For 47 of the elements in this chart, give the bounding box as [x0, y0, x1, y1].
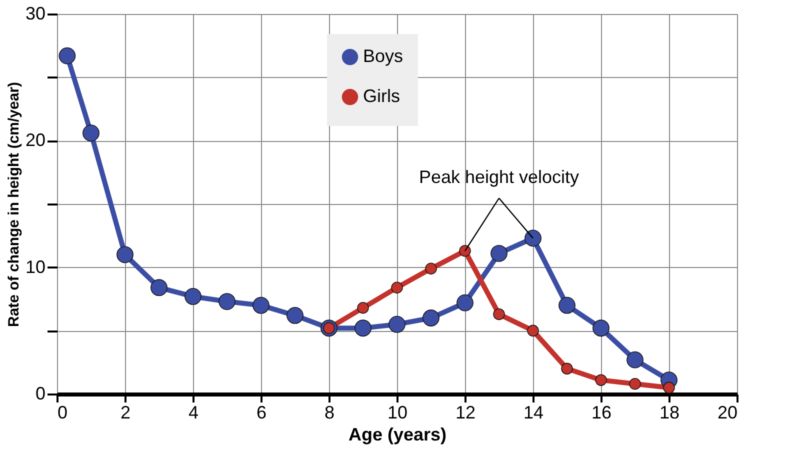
- point: [150, 279, 168, 296]
- point: [286, 307, 304, 324]
- point: [490, 244, 508, 262]
- point: [595, 374, 607, 386]
- legend-label: Boys: [363, 46, 404, 66]
- x-axis-title: Age (years): [348, 424, 447, 444]
- point: [493, 308, 505, 320]
- y-tick-label: 20: [25, 130, 46, 150]
- point: [524, 230, 542, 247]
- x-tick-label: 20: [717, 402, 738, 422]
- point: [558, 296, 576, 314]
- point: [252, 296, 270, 314]
- point: [663, 382, 675, 394]
- point: [629, 378, 641, 390]
- x-tick-label: 10: [387, 402, 408, 422]
- point: [218, 293, 236, 310]
- point: [391, 282, 403, 294]
- x-tick-label: 8: [324, 402, 335, 422]
- point: [561, 362, 573, 375]
- y-axis-title: Rate of change in height (cm/year): [5, 82, 22, 328]
- point: [82, 124, 100, 142]
- y-tick-label: 0: [35, 384, 46, 404]
- point: [459, 245, 471, 257]
- point: [357, 302, 369, 314]
- point: [527, 324, 539, 337]
- annotation: Peak height velocity: [418, 167, 580, 188]
- x-tick-label: 16: [591, 402, 612, 422]
- x-tick-label: 12: [455, 402, 476, 422]
- point: [354, 320, 372, 337]
- point: [388, 316, 406, 333]
- x-tick-label: 6: [256, 402, 267, 422]
- point: [425, 262, 437, 274]
- x-tick-label: 14: [523, 402, 544, 422]
- x-tick-label: 18: [659, 402, 680, 422]
- point: [626, 351, 644, 368]
- point: [184, 288, 202, 305]
- x-tick-label: 2: [120, 402, 131, 422]
- y-tick-label: 10: [25, 256, 46, 277]
- point: [58, 47, 76, 64]
- point: [592, 320, 610, 337]
- legend-label: Girls: [363, 86, 400, 106]
- point: [422, 310, 440, 326]
- x-tick-label: 0: [58, 402, 68, 422]
- x-tick-label: 4: [188, 402, 199, 422]
- point: [116, 246, 134, 264]
- point: [456, 294, 474, 312]
- y-tick-label: 30: [25, 4, 46, 24]
